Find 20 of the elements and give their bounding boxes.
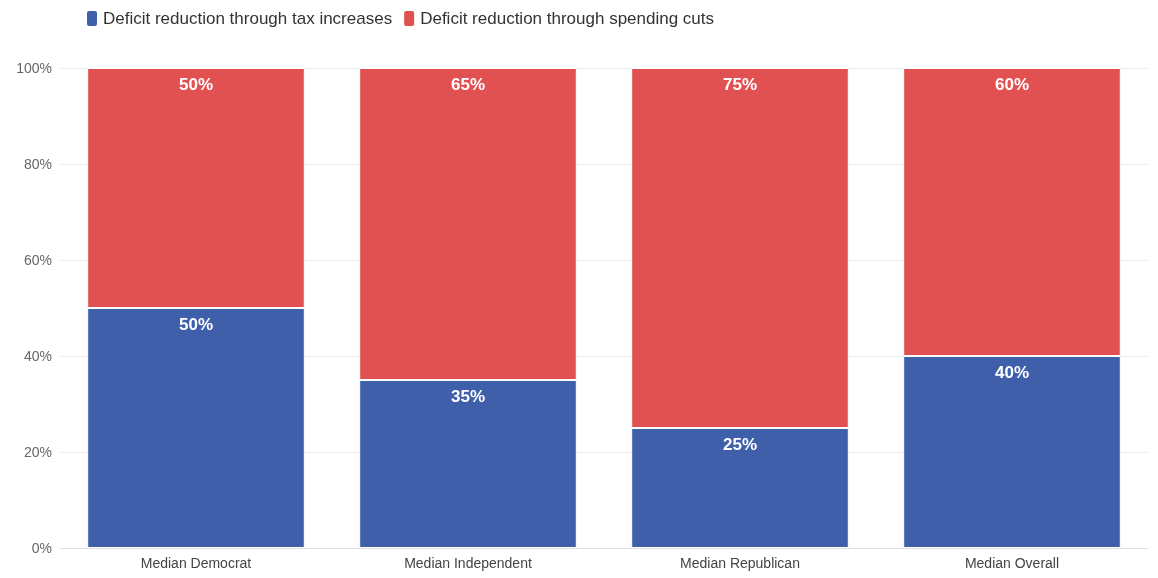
data-label: 50%	[178, 75, 214, 94]
x-tick-label: Median Overall	[964, 555, 1060, 571]
data-label: 60%	[994, 75, 1030, 94]
x-tick-label: Median Democrat	[140, 555, 252, 571]
y-tick-label: 0%	[31, 540, 52, 556]
y-tick-label: 40%	[23, 348, 52, 364]
legend-label: Deficit reduction through spending cuts	[420, 9, 715, 28]
y-tick-label: 100%	[16, 60, 52, 76]
x-tick-label: Median Independent	[404, 555, 532, 571]
data-label: 75%	[722, 75, 758, 94]
data-label: 40%	[994, 363, 1030, 382]
data-label: 35%	[450, 387, 486, 406]
y-tick-label: 80%	[23, 156, 52, 172]
data-label: 65%	[450, 75, 486, 94]
x-tick-label: Median Republican	[680, 555, 800, 571]
data-label: 25%	[722, 435, 758, 454]
y-tick-label: 20%	[23, 444, 52, 460]
data-label: 50%	[178, 315, 214, 334]
y-tick-label: 60%	[23, 252, 52, 268]
legend-label: Deficit reduction through tax increases	[103, 9, 393, 28]
